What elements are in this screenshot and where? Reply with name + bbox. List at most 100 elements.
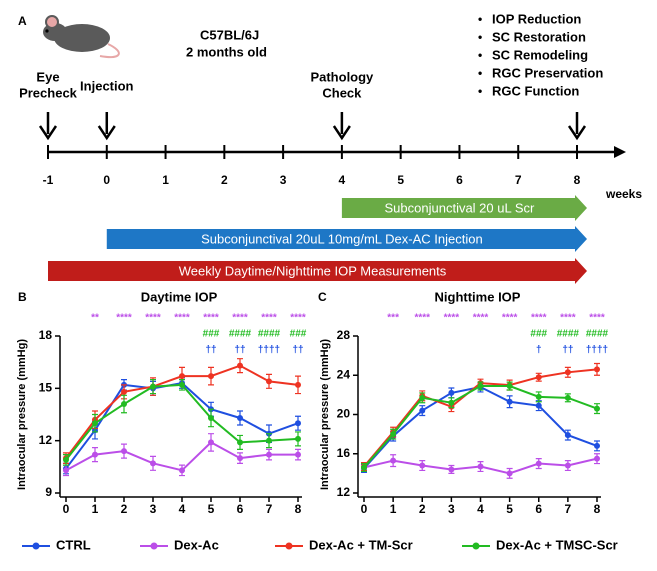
x-tick-label: 5 — [208, 502, 215, 516]
chart-title: Nighttime IOP — [435, 289, 521, 304]
legend-marker — [32, 542, 40, 550]
significance-mark: **** — [502, 313, 518, 324]
data-point — [92, 451, 98, 458]
x-tick-label: 6 — [237, 502, 244, 516]
treatment-bar — [341, 195, 587, 221]
y-axis-label: Intraocular pressure (mmHg) — [319, 339, 331, 490]
data-point — [295, 420, 301, 427]
significance-mark: †††† — [258, 345, 280, 356]
legend-marker — [150, 542, 158, 550]
timeline-tick-label: 1 — [162, 173, 169, 187]
panel-label: A — [18, 14, 27, 28]
data-point — [535, 402, 542, 409]
event-arrow-head — [567, 125, 587, 141]
timeline-tick-label: 2 — [221, 173, 228, 187]
event-label: Pathology — [310, 69, 374, 84]
event-arrow — [97, 112, 116, 141]
data-point — [564, 462, 571, 469]
x-tick-label: 2 — [121, 502, 128, 516]
event-arrow-head — [38, 125, 58, 141]
x-tick-label: 0 — [63, 502, 70, 516]
timeline-tick-label: -1 — [43, 173, 54, 187]
x-tick-label: 7 — [565, 502, 572, 516]
data-point — [361, 464, 367, 471]
outcome-bullet: • — [478, 48, 482, 62]
timeline-arrowhead — [614, 146, 626, 158]
data-point — [179, 381, 185, 388]
data-point — [594, 405, 600, 412]
treatment-label: Subconjunctival 20uL 10mg/mL Dex-AC Inje… — [201, 231, 483, 246]
data-point — [237, 455, 243, 462]
data-point — [121, 388, 127, 395]
data-point — [448, 399, 455, 406]
data-point — [564, 394, 571, 401]
significance-mark: **** — [414, 313, 430, 324]
significance-mark: #### — [586, 329, 609, 340]
x-tick-label: 0 — [361, 502, 368, 516]
outcome: IOP Reduction — [492, 11, 581, 26]
event-arrow — [38, 112, 58, 141]
panel-label: B — [18, 290, 27, 304]
event-label: Precheck — [19, 85, 78, 100]
y-tick-label: 24 — [337, 367, 351, 381]
event-arrow-head — [332, 125, 351, 141]
timeline-tick-label: 8 — [574, 173, 581, 187]
x-tick-label: 2 — [419, 502, 426, 516]
data-point — [594, 442, 600, 449]
data-point — [208, 439, 214, 446]
data-point — [150, 383, 156, 390]
x-tick-label: 3 — [150, 502, 157, 516]
outcome: SC Remodeling — [492, 47, 588, 62]
y-tick-label: 9 — [45, 485, 52, 499]
data-point — [295, 451, 301, 458]
panel-label: C — [318, 290, 327, 304]
y-tick-label: 12 — [337, 485, 351, 499]
x-tick-label: 5 — [506, 502, 513, 516]
x-tick-label: 4 — [179, 502, 186, 516]
data-point — [121, 401, 127, 408]
event-label: Injection — [80, 78, 134, 93]
significance-mark: **** — [174, 313, 190, 324]
significance-mark: #### — [258, 329, 281, 340]
data-point — [564, 432, 571, 439]
legend-label: CTRL — [56, 537, 91, 552]
significance-mark: **** — [290, 313, 306, 324]
outcome: SC Restoration — [492, 29, 586, 44]
data-point — [295, 435, 301, 442]
data-point — [266, 378, 272, 385]
outcome: RGC Function — [492, 83, 579, 98]
x-tick-label: 4 — [477, 502, 484, 516]
data-point — [179, 373, 185, 380]
strain: C57BL/6J — [200, 27, 259, 42]
data-point — [92, 420, 98, 427]
significance-mark: **** — [473, 313, 489, 324]
data-point — [237, 362, 243, 369]
data-point — [477, 463, 484, 470]
x-tick-label: 7 — [266, 502, 273, 516]
significance-mark: †† — [292, 345, 303, 356]
treatment-label: Weekly Daytime/Nighttime IOP Measurement… — [179, 263, 447, 278]
significance-mark: **** — [589, 313, 605, 324]
data-point — [266, 437, 272, 444]
data-point — [295, 381, 301, 388]
significance-mark: ### — [203, 329, 220, 340]
significance-mark: †††† — [586, 345, 608, 356]
significance-mark: ### — [290, 329, 307, 340]
significance-mark: **** — [232, 313, 248, 324]
timeline-tick-label: 6 — [456, 173, 463, 187]
x-tick-label: 6 — [535, 502, 542, 516]
outcome-bullet: • — [478, 84, 482, 98]
timeline-tick-label: 7 — [515, 173, 522, 187]
outcome-bullet: • — [478, 30, 482, 44]
significance-mark: † — [536, 345, 542, 356]
y-axis-label: Intraocular pressure (mmHg) — [16, 339, 28, 490]
timeline-tick-label: 4 — [339, 173, 346, 187]
data-point — [564, 369, 571, 376]
data-point — [448, 389, 455, 396]
data-point — [535, 374, 542, 381]
data-point — [390, 431, 397, 438]
significance-mark: †† — [205, 345, 216, 356]
data-point — [419, 394, 426, 401]
y-tick-label: 20 — [337, 407, 351, 421]
data-point — [121, 448, 127, 455]
